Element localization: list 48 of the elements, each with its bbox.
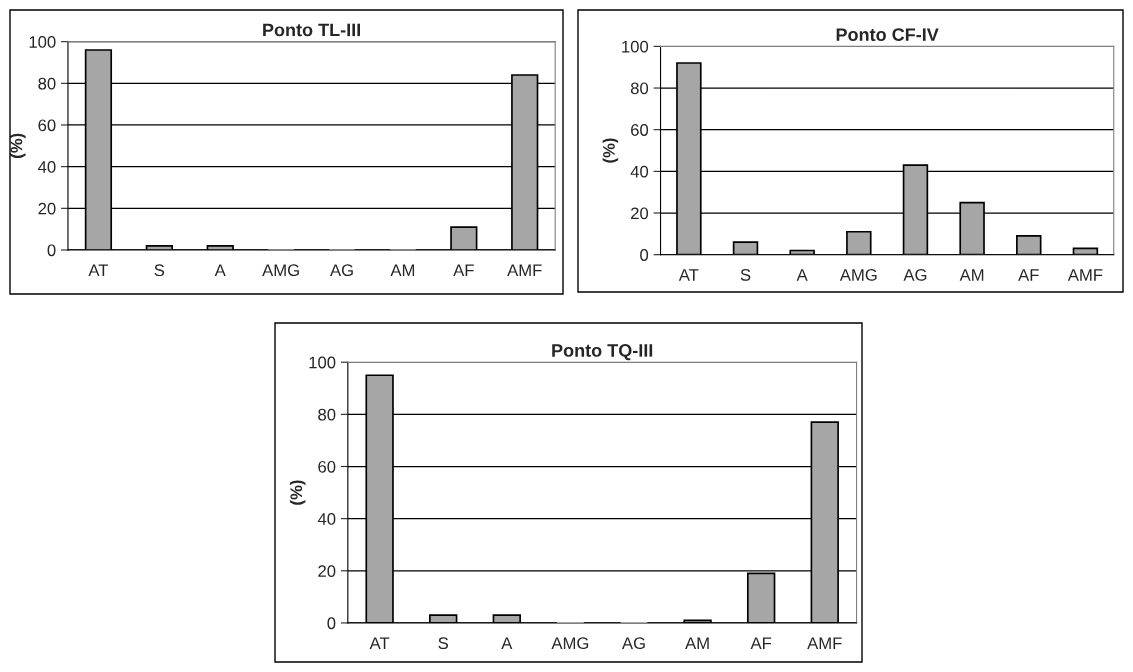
y-axis-title: (%) [10, 133, 26, 158]
y-tick-label: 0 [640, 249, 649, 261]
x-tick-label: AMG [551, 637, 589, 650]
x-tick-label: A [796, 269, 808, 281]
chart-title: Ponto TQ-III [552, 344, 653, 361]
x-tick-label: AM [959, 269, 984, 281]
x-tick-label: AMG [262, 264, 299, 277]
y-tick-label: 80 [630, 82, 649, 95]
y-tick-label: 80 [318, 408, 336, 421]
chart-title: Ponto CF-IV [836, 28, 939, 41]
y-tick-label: 100 [29, 36, 56, 48]
y-tick-label: 0 [327, 617, 336, 630]
chart-title: Ponto TL-III [263, 23, 361, 37]
y-axis-title: (%) [602, 138, 619, 163]
y-tick-label: 20 [318, 565, 336, 577]
y-tick-label: 100 [309, 356, 336, 369]
y-tick-label: 20 [631, 207, 649, 220]
y-tick-label: 80 [38, 77, 56, 90]
y-tick-label: 20 [38, 202, 56, 215]
x-tick-label: AMF [1067, 269, 1103, 281]
x-tick-label: AT [88, 264, 109, 276]
y-tick-label: 60 [631, 124, 649, 136]
x-tick-label: AF [453, 264, 474, 276]
y-tick-label: 40 [38, 161, 56, 173]
x-tick-label: AG [330, 264, 353, 277]
x-tick-label: AF [1018, 269, 1039, 281]
x-tick-label: AG [903, 269, 927, 281]
x-tick-label: AMG [839, 269, 877, 281]
y-axis-title: (%) [289, 480, 306, 505]
y-tick-label: 60 [318, 460, 336, 473]
x-tick-label: S [438, 637, 449, 650]
x-tick-label: AM [390, 264, 415, 276]
x-tick-label: AG [621, 637, 645, 650]
x-tick-label: AMF [807, 637, 842, 649]
y-tick-label: 40 [630, 165, 649, 178]
x-tick-label: S [154, 264, 165, 277]
x-tick-label: AF [750, 637, 772, 649]
y-tick-label: 0 [47, 244, 56, 257]
x-tick-label: AT [678, 269, 699, 281]
y-tick-label: 100 [622, 40, 649, 53]
x-tick-label: A [501, 637, 513, 649]
x-tick-label: AT [369, 637, 390, 649]
x-tick-label: AM [685, 637, 709, 649]
x-tick-label: AMF [507, 264, 542, 276]
y-tick-label: 60 [38, 119, 56, 132]
y-tick-label: 40 [317, 513, 336, 525]
x-tick-label: S [740, 269, 751, 281]
x-tick-label: A [214, 264, 226, 276]
